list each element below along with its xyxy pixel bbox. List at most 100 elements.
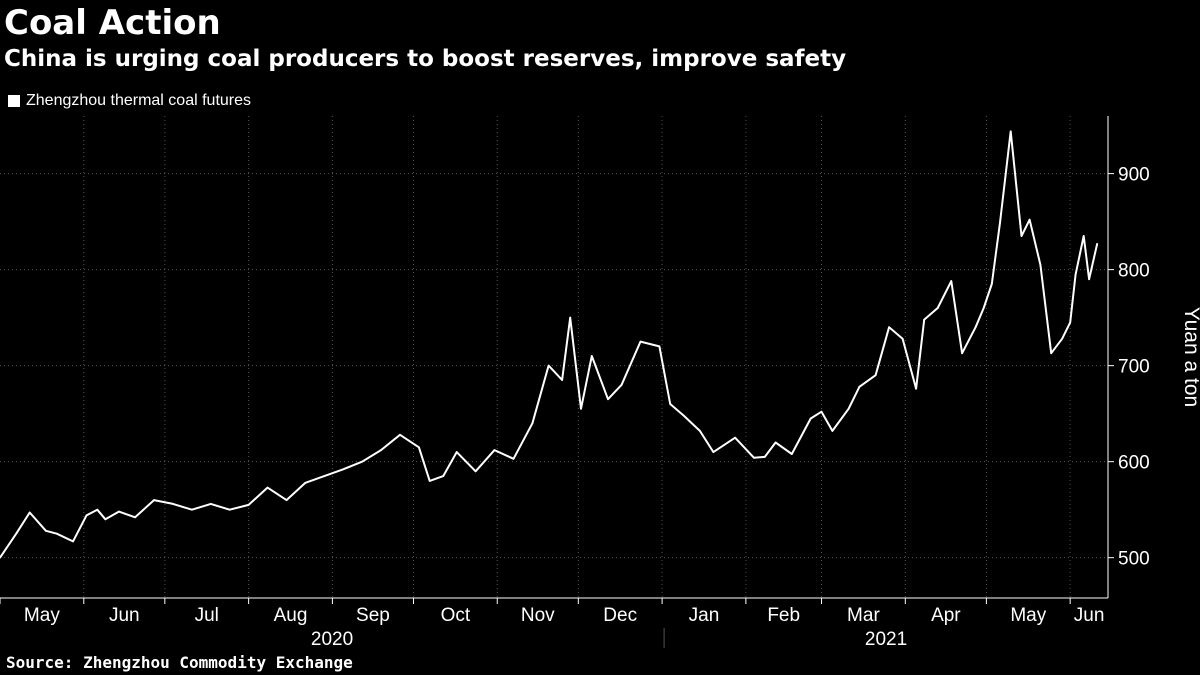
y-tick-label: 800	[1118, 261, 1150, 282]
data-point	[323, 475, 326, 477]
chart-title: Coal Action	[4, 3, 221, 43]
data-point	[991, 283, 993, 285]
y-axis-label: Yuan a ton	[1180, 307, 1200, 407]
data-point	[247, 504, 250, 506]
data-point	[1082, 235, 1085, 237]
data-point	[342, 468, 345, 471]
data-point	[936, 307, 939, 309]
data-point	[547, 364, 550, 367]
data-point	[56, 532, 58, 535]
data-point	[1028, 218, 1031, 221]
x-tick-label: Nov	[521, 605, 555, 626]
data-point	[493, 449, 496, 451]
data-point	[266, 486, 269, 489]
data-point	[45, 530, 47, 532]
legend-label: Zhengzhou thermal coal futures	[26, 92, 252, 109]
data-point	[380, 449, 382, 451]
data-point	[1050, 352, 1052, 355]
data-point	[1039, 264, 1042, 266]
data-point	[712, 451, 715, 453]
data-point	[874, 374, 877, 377]
data-point	[104, 518, 107, 521]
data-point	[1069, 321, 1071, 324]
data-point	[820, 410, 823, 413]
data-point	[561, 379, 563, 381]
data-point	[791, 453, 793, 455]
data-point	[1074, 273, 1077, 276]
data-point	[774, 441, 777, 444]
x-tick-label: Oct	[441, 605, 471, 626]
data-point	[764, 456, 766, 458]
data-point	[982, 307, 985, 309]
data-point	[134, 516, 136, 519]
x-tick-label: Jun	[1074, 605, 1105, 626]
x-tick-label: May	[1010, 605, 1046, 626]
legend: Zhengzhou thermal coal futures	[8, 92, 251, 110]
source-note: Source: Zhengzhou Commodity Exchange	[6, 653, 353, 672]
data-point	[1096, 242, 1098, 245]
x-tick-label: Dec	[603, 605, 637, 626]
year-label-2021: 2021	[865, 629, 907, 650]
data-point	[531, 422, 534, 425]
data-point	[455, 451, 458, 453]
data-point	[361, 460, 363, 463]
x-tick-label: Jun	[109, 605, 140, 626]
y-tick-label: 600	[1118, 453, 1150, 474]
y-tick-label: 900	[1118, 165, 1150, 186]
x-tick-label: Jan	[689, 605, 720, 626]
data-point	[915, 387, 917, 390]
legend-swatch	[8, 95, 20, 107]
data-point	[888, 326, 890, 329]
data-point	[512, 458, 515, 460]
data-point	[418, 446, 420, 449]
data-point	[285, 499, 288, 501]
data-point	[96, 508, 99, 511]
data-point	[734, 436, 736, 439]
data-point	[191, 508, 193, 511]
data-point	[153, 499, 155, 501]
x-tick-label: Feb	[767, 605, 800, 626]
year-label-2020: 2020	[311, 629, 353, 650]
data-point	[210, 503, 212, 505]
data-point	[699, 430, 701, 432]
data-point	[974, 326, 977, 329]
data-point	[620, 384, 623, 386]
data-point	[923, 318, 925, 321]
y-tick-label: 500	[1118, 549, 1150, 570]
data-point	[428, 480, 431, 482]
data-point	[831, 430, 834, 432]
x-tick-label: Sep	[356, 605, 390, 626]
data-point	[607, 398, 609, 401]
data-point	[682, 414, 685, 417]
chart-subtitle: China is urging coal producers to boost …	[4, 46, 847, 72]
data-point	[28, 511, 31, 514]
x-tick-label: May	[24, 605, 60, 626]
data-point	[0, 556, 1, 559]
x-tick-label: Jul	[195, 605, 219, 626]
data-point	[1061, 338, 1063, 340]
data-point	[858, 386, 861, 388]
data-point	[1088, 278, 1090, 281]
data-point	[442, 475, 445, 477]
data-point	[753, 457, 755, 459]
data-point	[15, 532, 17, 535]
data-point	[847, 408, 850, 410]
data-point	[85, 514, 88, 517]
data-point	[399, 434, 401, 436]
data-point	[72, 540, 74, 543]
data-point	[569, 316, 571, 319]
data-point	[658, 345, 661, 348]
data-point	[591, 355, 593, 357]
x-tick-label: Mar	[847, 605, 880, 626]
data-point	[228, 508, 231, 511]
data-point	[669, 403, 671, 405]
x-tick-label: Apr	[931, 605, 961, 626]
y-tick-label: 700	[1118, 357, 1150, 378]
data-point	[961, 352, 963, 355]
data-point	[1009, 130, 1012, 133]
x-tick-label: Aug	[274, 605, 308, 626]
data-point	[639, 340, 642, 343]
data-point	[999, 222, 1001, 225]
data-point	[950, 280, 953, 282]
